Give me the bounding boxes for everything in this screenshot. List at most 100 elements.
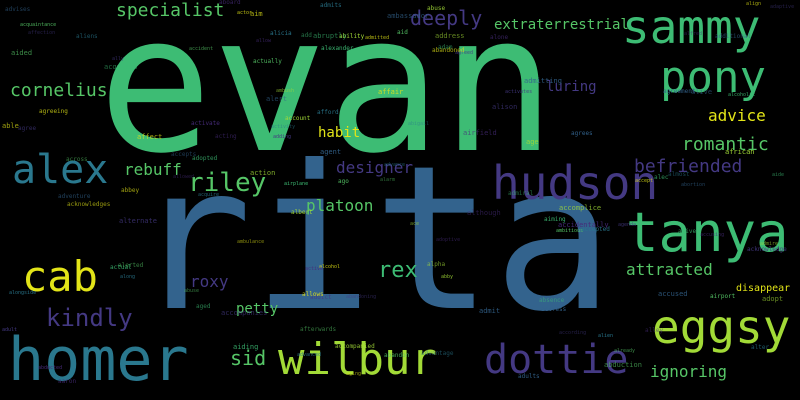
word-petty: petty — [236, 301, 279, 317]
small-word: additional — [715, 33, 752, 40]
small-word: align — [746, 1, 762, 7]
small-word: aliens — [76, 33, 98, 40]
small-word: account — [285, 115, 311, 122]
small-word: alexander — [321, 45, 354, 52]
small-word: ace — [410, 221, 420, 227]
small-word: abandon — [384, 352, 410, 359]
small-word: action — [250, 169, 276, 177]
small-word: adult — [2, 327, 18, 333]
word-disappear: disappear — [736, 283, 791, 294]
small-word: accompanied — [335, 343, 375, 350]
small-word: ambassador — [387, 12, 430, 20]
word-specialist: specialist — [116, 0, 225, 21]
word-cornelius: cornelius — [10, 80, 108, 101]
small-word: adopted — [192, 155, 218, 162]
small-word: aiding — [233, 343, 259, 351]
small-word: active — [305, 266, 324, 272]
word-rebuff: rebuff — [124, 160, 182, 179]
small-word: allows — [302, 291, 324, 298]
word-hudson: hudson — [492, 156, 659, 210]
small-word: abducted — [38, 365, 63, 371]
small-word: adaptive — [770, 4, 795, 10]
word-cab: cab — [22, 252, 98, 301]
word-dottie: dottie — [484, 337, 629, 383]
small-word: ambitious — [556, 228, 584, 234]
small-word: absence — [539, 297, 565, 304]
small-word: abandoning — [346, 294, 377, 300]
word-roxy: roxy — [190, 272, 229, 291]
small-word: add — [301, 32, 312, 39]
small-word: alien — [598, 333, 614, 339]
small-word: agrees — [571, 130, 593, 137]
small-word: almost — [668, 171, 690, 178]
small-word: aged — [196, 303, 211, 310]
small-word: agent — [320, 148, 342, 156]
small-word: address — [435, 32, 465, 40]
word-luring: luring — [546, 79, 597, 95]
small-word: adoptive — [436, 237, 461, 243]
small-word: advises — [5, 6, 31, 13]
small-word: according — [559, 330, 587, 336]
small-word: ago — [338, 178, 349, 185]
small-word: airport — [710, 293, 736, 300]
small-word: alive — [691, 88, 713, 96]
small-word: acquaintance — [20, 22, 57, 28]
small-word: adding — [273, 134, 292, 140]
word-homer: homer — [8, 325, 189, 395]
small-word: alpha — [427, 261, 446, 268]
small-word: advanced — [297, 352, 322, 358]
small-word: acting — [215, 133, 237, 140]
small-word: aaron — [58, 378, 77, 385]
word-alex: alex — [12, 147, 109, 193]
small-word: aging — [346, 371, 362, 377]
small-word: afford — [317, 109, 339, 116]
word-evan: evan — [98, 0, 556, 195]
word-advice: advice — [708, 106, 766, 125]
small-word: accused — [658, 290, 688, 298]
small-word: alive — [678, 228, 697, 235]
small-word: agenda — [618, 222, 637, 228]
small-word: activates — [505, 89, 533, 95]
word-tanya: tanya — [626, 201, 789, 264]
small-word: aiming — [544, 216, 566, 223]
word-designer: designer — [336, 158, 414, 177]
small-word: adventure — [58, 193, 91, 200]
small-word: allowed — [173, 174, 195, 180]
small-word: acknowledges — [67, 201, 111, 208]
small-word: alicia — [270, 30, 292, 37]
small-word: abandoned — [432, 47, 465, 54]
word-platoon: platoon — [306, 196, 374, 215]
small-word: airplane — [284, 181, 309, 187]
small-word: alec — [654, 174, 669, 181]
small-word: affection — [28, 30, 56, 36]
small-word: agreement — [663, 88, 696, 95]
small-word: aboard — [219, 0, 241, 6]
small-word: abuse — [427, 5, 446, 12]
small-word: admiral — [508, 190, 534, 197]
small-word: agreeing — [39, 108, 68, 115]
small-word: actual — [110, 264, 132, 271]
word-attracted: attracted — [626, 260, 713, 279]
word-riley: riley — [188, 168, 267, 198]
word-befriended: befriended — [634, 156, 743, 177]
small-word: aide — [772, 172, 785, 178]
small-word: aided — [11, 49, 33, 57]
word-ignoring: ignoring — [650, 362, 728, 381]
word-sid: sid — [230, 346, 267, 370]
small-word: admitting — [524, 77, 562, 85]
small-word: accepts — [171, 151, 197, 158]
small-word: actually — [253, 58, 282, 65]
small-word: advance — [384, 162, 406, 168]
small-word: activity — [271, 124, 296, 130]
small-word: adam — [438, 44, 453, 51]
small-word: alarm — [380, 177, 396, 183]
small-word: alcoholic — [728, 92, 756, 98]
small-word: alone — [490, 34, 509, 41]
small-word: ability — [339, 33, 365, 40]
small-word: accomplice — [559, 204, 602, 212]
word-eggsy: eggsy — [652, 300, 791, 354]
small-word: acknowledge — [747, 246, 787, 253]
small-word: affect — [137, 133, 163, 141]
small-word: already — [614, 348, 636, 354]
